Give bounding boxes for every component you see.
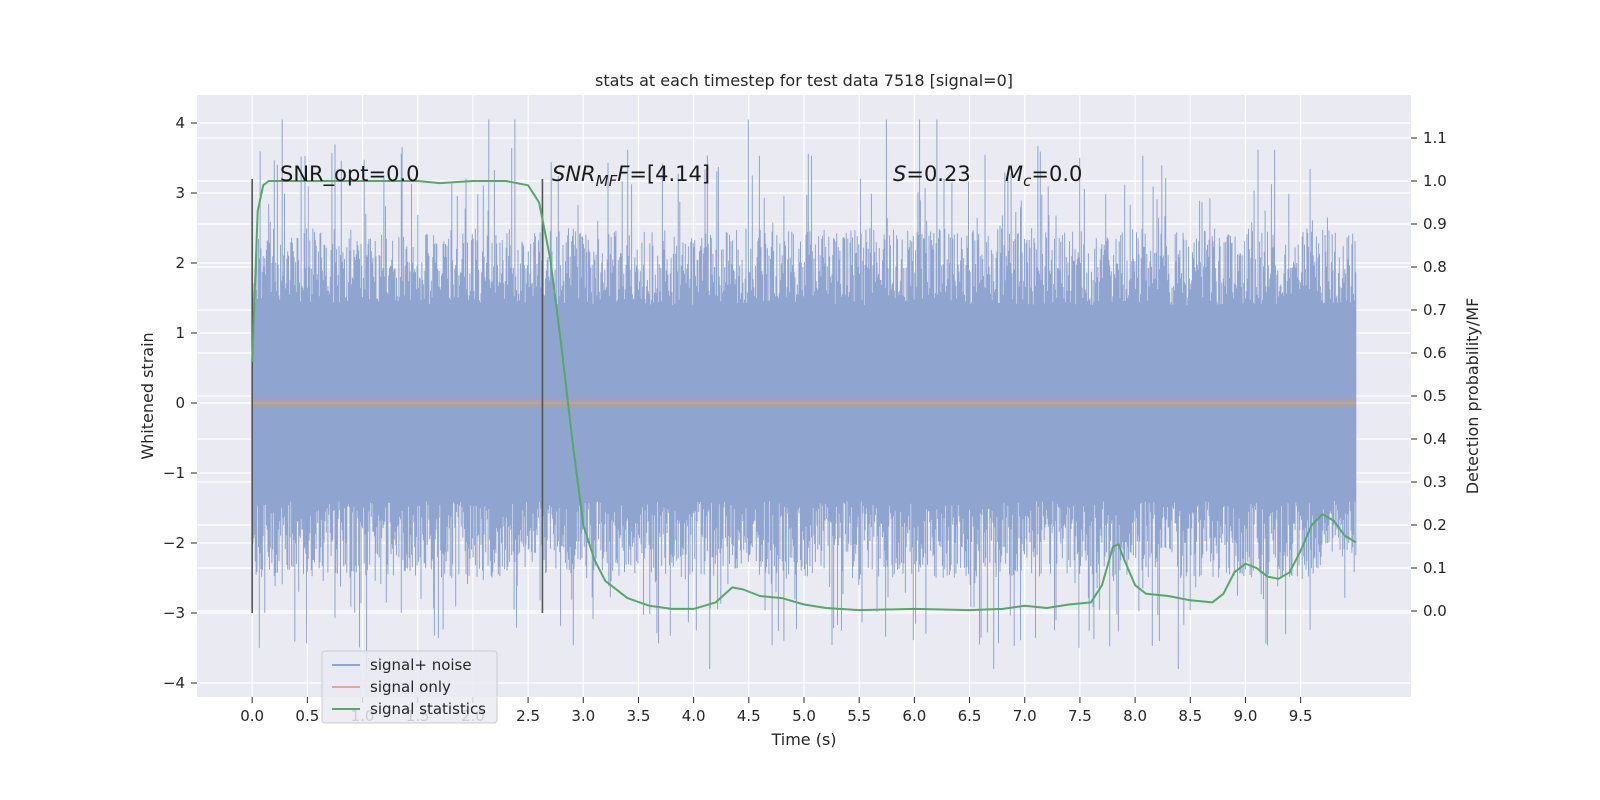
x-tick-label-10: 5.0 — [792, 707, 816, 725]
x-tick-label-13: 6.5 — [958, 707, 982, 725]
s-value: =0.23 — [906, 162, 970, 186]
y-left-tick-label-3: −1 — [163, 464, 185, 482]
legend: signal+ noise signal only signal statistic… — [321, 650, 498, 724]
legend-label-1: signal only — [370, 678, 451, 696]
legend-label-0: signal+ noise — [370, 656, 472, 674]
statistics-series — [251, 180, 1357, 612]
x-tick-label-11: 5.5 — [847, 707, 871, 725]
x-tick-label-0: 0.0 — [240, 707, 264, 725]
statistics-line — [251, 180, 1357, 612]
y-right-tick-label-3: 0.3 — [1423, 473, 1447, 491]
y-right-tick-label-0: 0.0 — [1423, 602, 1447, 620]
annotation-snr-mf: SNRMFF=[4.14] — [552, 162, 710, 190]
x-tick-label-17: 8.5 — [1178, 707, 1202, 725]
snr-mf-main: SNR — [552, 162, 596, 186]
x-axis-label: Time (s) — [770, 730, 836, 749]
y-right-tick-label-2: 0.2 — [1423, 516, 1447, 534]
snr-mf-value: =[4.14] — [629, 162, 710, 186]
s-label: S — [893, 162, 906, 186]
mc-main: M — [1005, 162, 1023, 186]
y-right-tick-label-11: 1.1 — [1423, 129, 1447, 147]
y-right-tick-label-9: 0.9 — [1423, 215, 1447, 233]
annotation-snr-opt: SNR_opt=0.0 — [280, 162, 420, 187]
y-right-tick-label-5: 0.5 — [1423, 387, 1447, 405]
snr-mf-f: F — [617, 162, 630, 186]
y-left-tick-label-7: 3 — [175, 184, 185, 202]
chart-title: stats at each timestep for test data 751… — [595, 71, 1013, 90]
x-tick-label-1: 0.5 — [295, 707, 319, 725]
y-left-tick-label-6: 2 — [175, 254, 185, 272]
annotation-mc: Mc=0.0 — [1005, 162, 1082, 190]
y-right-tick-label-7: 0.7 — [1423, 301, 1447, 319]
x-tick-label-19: 9.5 — [1289, 707, 1313, 725]
y-axis-label-right: Detection probability/MF — [1463, 298, 1482, 495]
y-ticks-left: −4 −3 −2 −1 0 1 2 3 4 — [163, 114, 197, 692]
y-right-tick-label-6: 0.6 — [1423, 344, 1447, 362]
x-tick-label-5: 2.5 — [516, 707, 540, 725]
vertical-markers — [251, 179, 544, 613]
y-ticks-right: 0.0 0.1 0.2 0.3 0.4 0.5 0.6 0.7 0.8 0.9 1.0 1.1 — [1411, 129, 1447, 620]
x-tick-label-16: 8.0 — [1123, 707, 1147, 725]
y-left-tick-label-2: −2 — [163, 534, 185, 552]
x-tick-label-14: 7.0 — [1013, 707, 1037, 725]
legend-label-2: signal statistics — [370, 700, 486, 718]
y-left-tick-label-1: −3 — [163, 604, 185, 622]
annotation-s: S=0.23 — [893, 162, 971, 186]
y-right-tick-label-1: 0.1 — [1423, 559, 1447, 577]
mc-sub: c — [1023, 172, 1032, 190]
legend-box — [321, 650, 498, 724]
y-left-tick-label-5: 1 — [175, 324, 185, 342]
y-axis-label-left: Whitened strain — [138, 332, 157, 459]
x-tick-label-15: 7.5 — [1068, 707, 1092, 725]
x-tick-label-6: 3.0 — [571, 707, 595, 725]
y-left-tick-label-4: 0 — [175, 394, 185, 412]
x-tick-label-12: 6.0 — [902, 707, 926, 725]
y-left-tick-label-8: 4 — [175, 114, 185, 132]
y-right-tick-label-10: 1.0 — [1423, 172, 1447, 190]
mc-value: =0.0 — [1031, 162, 1082, 186]
x-tick-label-9: 4.5 — [737, 707, 761, 725]
x-tick-label-7: 3.5 — [627, 707, 651, 725]
y-right-tick-label-4: 0.4 — [1423, 430, 1447, 448]
y-right-tick-label-8: 0.8 — [1423, 258, 1447, 276]
x-tick-label-8: 4.0 — [682, 707, 706, 725]
x-tick-label-18: 9.0 — [1234, 707, 1258, 725]
annotations: SNR_opt=0.0 SNRMFF=[4.14] S=0.23 Mc=0.0 — [280, 162, 1082, 190]
snr-mf-sub: MF — [596, 172, 618, 190]
y-left-tick-label-0: −4 — [163, 674, 185, 692]
